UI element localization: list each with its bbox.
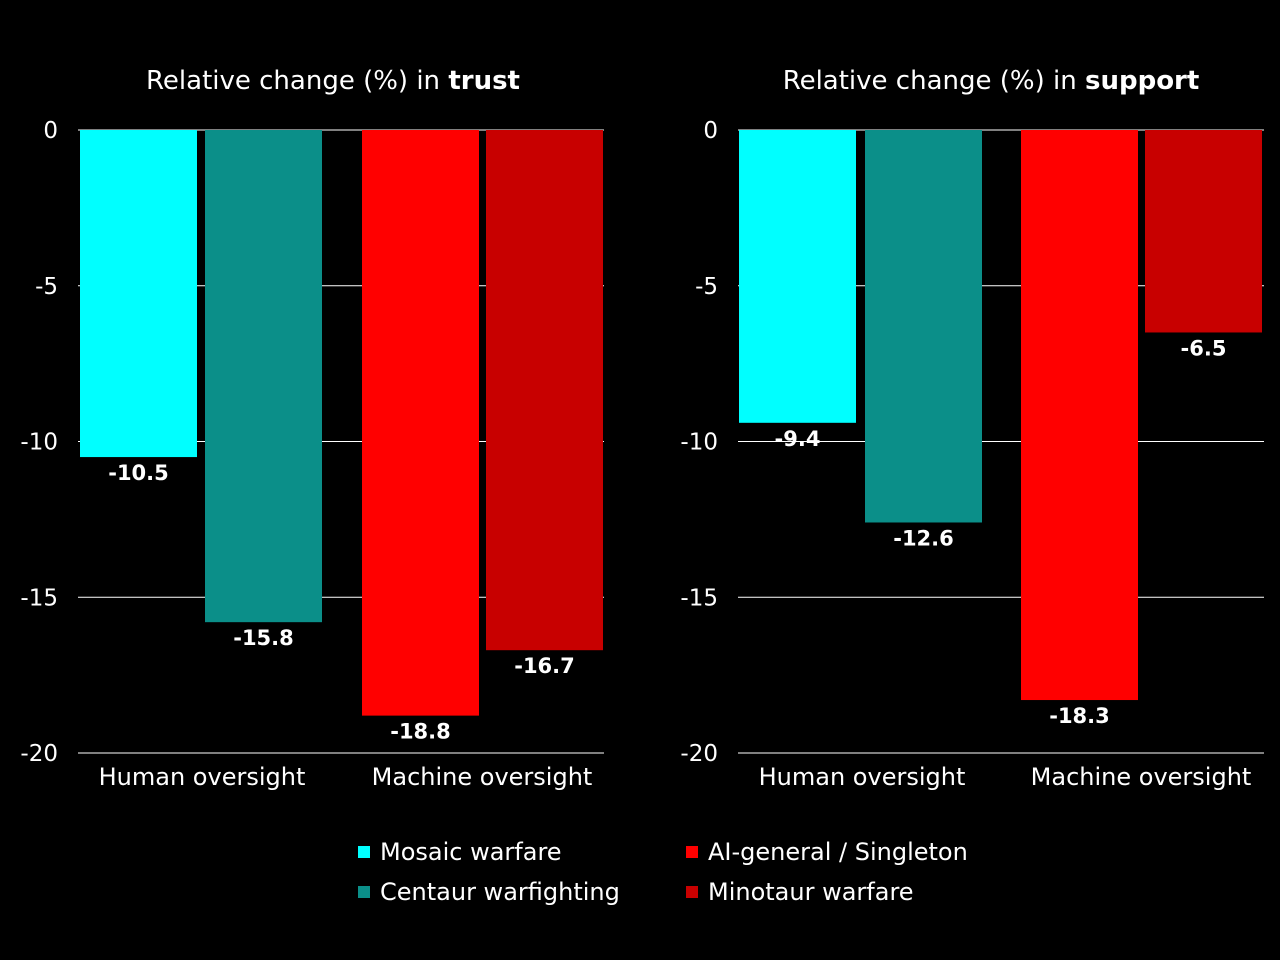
chart2-value-label: -12.6 bbox=[893, 526, 954, 550]
chart2-ytick-label: -5 bbox=[695, 274, 718, 300]
legend-label-minotaur: Minotaur warfare bbox=[708, 878, 914, 906]
chart2-ytick-label: -20 bbox=[680, 741, 718, 767]
legend-item-minotaur: Minotaur warfare bbox=[686, 878, 914, 906]
chart1-category-label: Machine oversight bbox=[372, 763, 593, 791]
chart1-value-label: -16.7 bbox=[514, 654, 575, 678]
chart2-bar bbox=[1145, 130, 1262, 333]
chart1-category-label: Human oversight bbox=[99, 763, 306, 791]
chart1-bar bbox=[362, 130, 479, 716]
chart2-value-label: -9.4 bbox=[775, 427, 821, 451]
legend-swatch-singleton bbox=[686, 846, 698, 858]
chart2-category-label: Machine oversight bbox=[1031, 763, 1252, 791]
chart1-ytick-label: -5 bbox=[35, 274, 58, 300]
chart2-ytick-label: -10 bbox=[680, 430, 718, 456]
chart1-bar bbox=[80, 130, 197, 458]
legend-swatch-minotaur bbox=[686, 886, 698, 898]
chart2-ytick-label: 0 bbox=[703, 118, 718, 144]
legend-swatch-mosaic bbox=[358, 846, 370, 858]
chart2-value-label: -18.3 bbox=[1049, 704, 1110, 728]
chart1-ytick-label: -20 bbox=[20, 741, 58, 767]
chart1-ytick-label: -15 bbox=[20, 585, 58, 611]
chart1-title: Relative change (%) in trust bbox=[146, 66, 520, 96]
chart1-ytick-label: -10 bbox=[20, 430, 58, 456]
chart1-value-label: -18.8 bbox=[390, 720, 451, 744]
chart1-bar bbox=[205, 130, 322, 623]
legend-item-centaur: Centaur warfighting bbox=[358, 878, 620, 906]
chart2-bar bbox=[739, 130, 856, 423]
chart2-bar bbox=[1021, 130, 1138, 701]
chart1-ytick-label: 0 bbox=[43, 118, 58, 144]
legend-item-singleton: AI-general / Singleton bbox=[686, 838, 968, 866]
legend-label-centaur: Centaur warfighting bbox=[380, 878, 620, 906]
chart2-bar bbox=[865, 130, 982, 523]
legend: Mosaic warfare Centaur warfighting AI-ge… bbox=[358, 838, 1058, 928]
legend-label-singleton: AI-general / Singleton bbox=[708, 838, 968, 866]
chart2-ytick-label: -15 bbox=[680, 585, 718, 611]
chart1-value-label: -10.5 bbox=[108, 461, 169, 485]
legend-swatch-centaur bbox=[358, 886, 370, 898]
chart2-title: Relative change (%) in support bbox=[783, 66, 1200, 96]
legend-item-mosaic: Mosaic warfare bbox=[358, 838, 562, 866]
legend-label-mosaic: Mosaic warfare bbox=[380, 838, 562, 866]
chart1-value-label: -15.8 bbox=[233, 626, 294, 650]
chart1-bar bbox=[486, 130, 603, 651]
chart2-value-label: -6.5 bbox=[1181, 336, 1227, 360]
chart2-category-label: Human oversight bbox=[759, 763, 966, 791]
